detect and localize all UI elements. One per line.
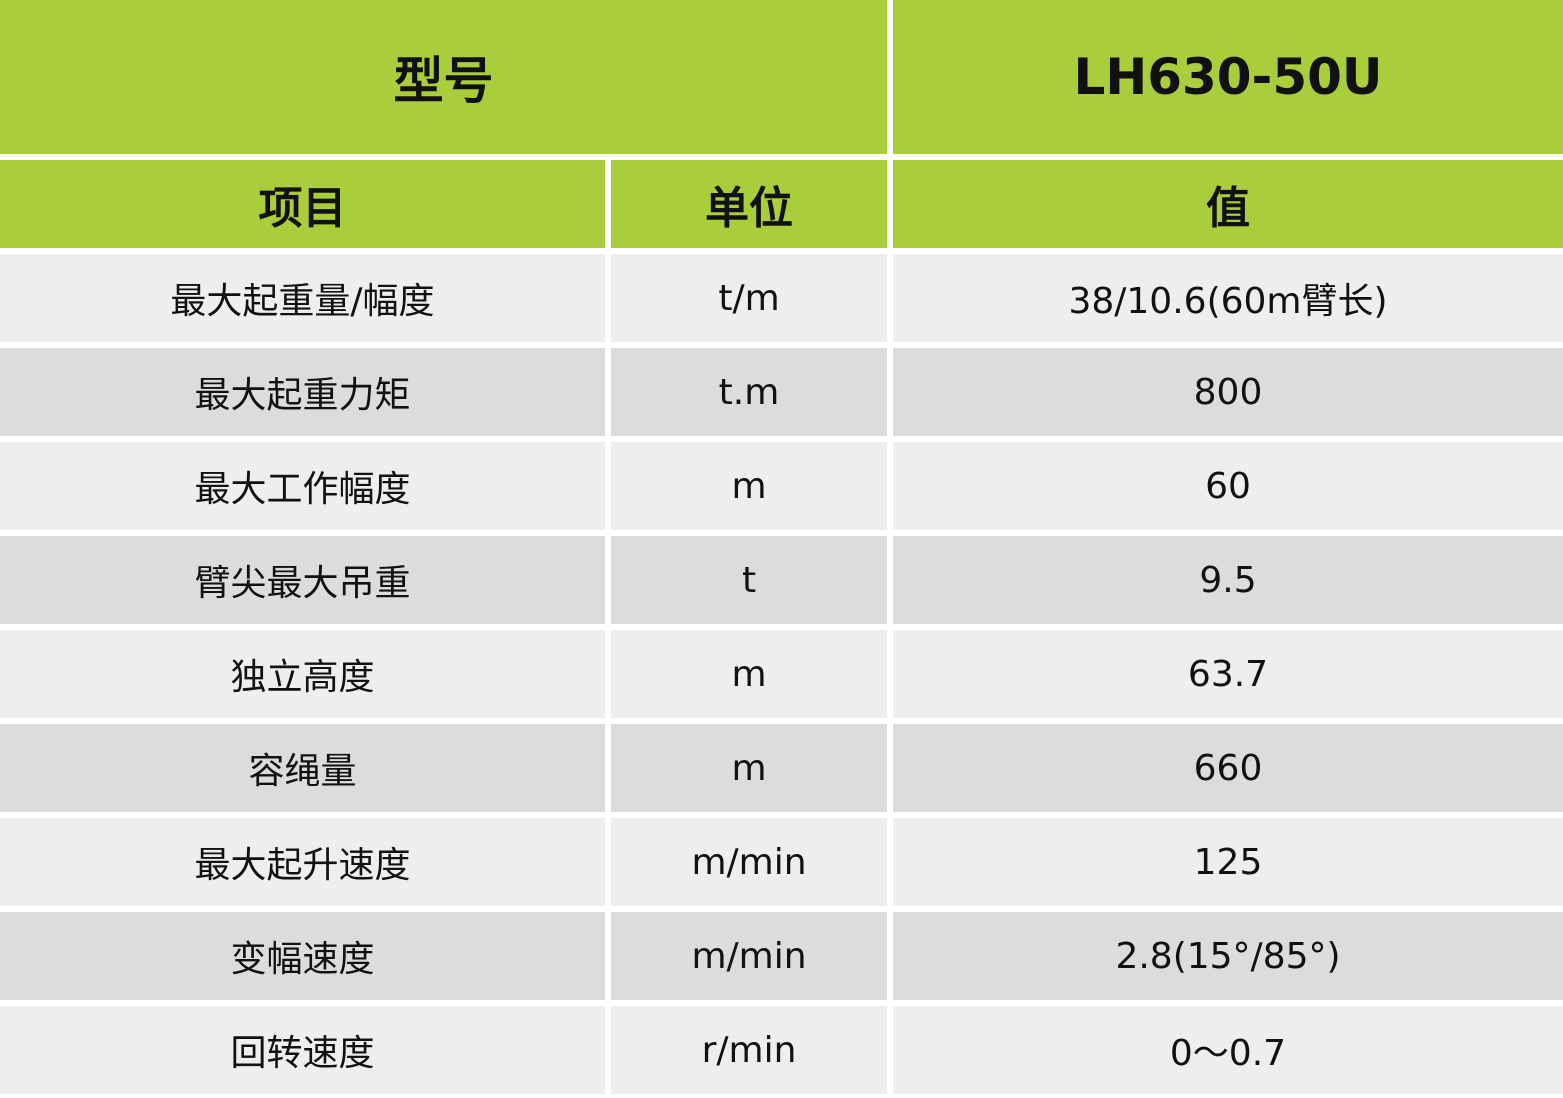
column-header-unit: 单位: [611, 160, 887, 248]
table-cell-item: 臂尖最大吊重: [0, 536, 605, 624]
table-cell-value: 125: [893, 818, 1563, 906]
table-cell-item: 最大起升速度: [0, 818, 605, 906]
table-cell-unit: t/m: [611, 254, 887, 342]
table-cell-unit: m/min: [611, 912, 887, 1000]
table-cell-item: 变幅速度: [0, 912, 605, 1000]
table-cell-item: 独立高度: [0, 630, 605, 718]
table-cell-value: 60: [893, 442, 1563, 530]
table-cell-item: 最大工作幅度: [0, 442, 605, 530]
table-cell-value: 9.5: [893, 536, 1563, 624]
table-cell-item: 回转速度: [0, 1006, 605, 1094]
table-cell-value: 63.7: [893, 630, 1563, 718]
table-cell-value: 2.8(15°/85°): [893, 912, 1563, 1000]
table-cell-unit: t.m: [611, 348, 887, 436]
model-value: LH630-50U: [893, 0, 1563, 154]
table-cell-value: 0～0.7: [893, 1006, 1563, 1094]
table-cell-item: 容绳量: [0, 724, 605, 812]
table-cell-unit: m: [611, 724, 887, 812]
table-cell-unit: t: [611, 536, 887, 624]
model-label: 型号: [0, 0, 887, 154]
table-cell-value: 660: [893, 724, 1563, 812]
table-cell-unit: m/min: [611, 818, 887, 906]
table-cell-item: 最大起重量/幅度: [0, 254, 605, 342]
table-cell-value: 38/10.6(60m臂长): [893, 254, 1563, 342]
table-cell-unit: r/min: [611, 1006, 887, 1094]
table-cell-unit: m: [611, 442, 887, 530]
column-header-value: 值: [893, 160, 1563, 248]
table-cell-item: 最大起重力矩: [0, 348, 605, 436]
column-header-item: 项目: [0, 160, 605, 248]
table-cell-unit: m: [611, 630, 887, 718]
table-cell-value: 800: [893, 348, 1563, 436]
